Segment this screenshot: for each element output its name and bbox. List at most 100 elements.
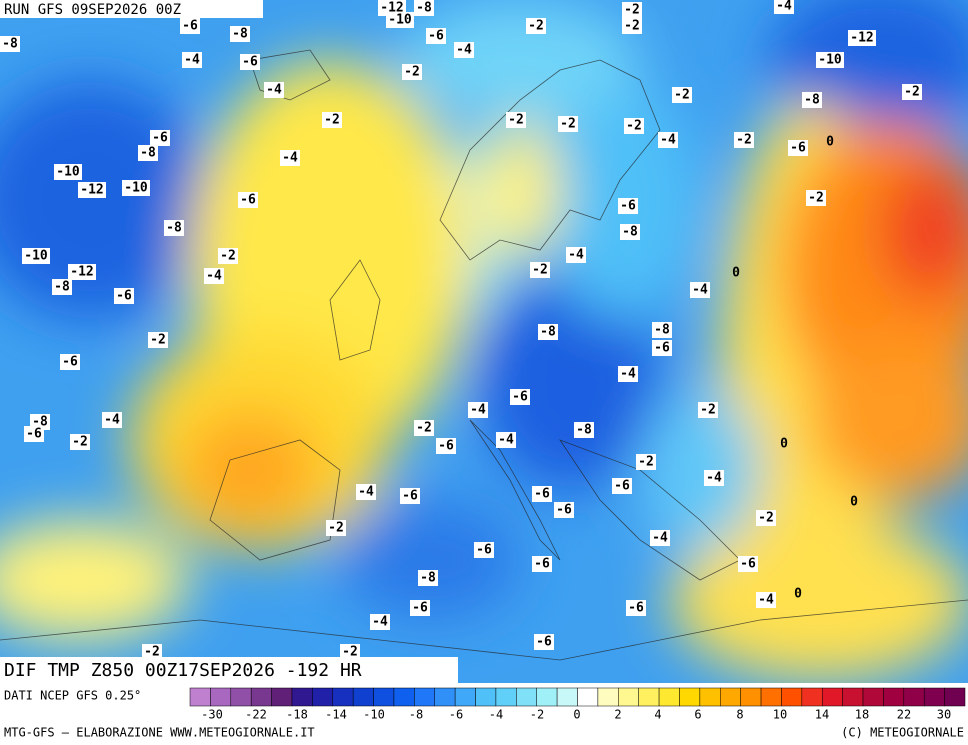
contour-label: -2 [808, 191, 824, 206]
colorbar-tick: 0 [573, 708, 580, 722]
contour-label: -2 [758, 511, 774, 526]
contour-label: -10 [388, 13, 412, 28]
contour-label: -2 [416, 421, 432, 436]
contour-label: -2 [220, 249, 236, 264]
label-bg [534, 634, 554, 650]
colorbar-swatch [556, 687, 578, 707]
contour-label: -6 [242, 55, 258, 70]
label-bg [538, 324, 558, 340]
contour-label: -6 [620, 199, 636, 214]
label-bg [756, 592, 776, 608]
colorbar-swatch [883, 687, 905, 707]
label-bg [340, 644, 360, 660]
contour-label: -4 [470, 403, 486, 418]
label-bg [756, 510, 776, 526]
contour-label: -6 [790, 141, 806, 156]
contour-label: -6 [428, 29, 444, 44]
contour-label: -6 [628, 601, 644, 616]
label-bg [622, 2, 642, 18]
colorbar-tick: -4 [489, 708, 503, 722]
contour-label: -6 [536, 635, 552, 650]
contour-label: -8 [416, 1, 432, 16]
contour-label: -8 [804, 93, 820, 108]
contour-label: -4 [620, 367, 636, 382]
colorbar-tick: 30 [937, 708, 951, 722]
colorbar-swatch [312, 687, 334, 707]
colorbar-swatch [332, 687, 354, 707]
label-bg [558, 116, 578, 132]
contour-label: -2 [342, 645, 358, 660]
colorbar-tick: -6 [449, 708, 463, 722]
colorbar-swatch [903, 687, 925, 707]
contour-label: -6 [240, 193, 256, 208]
label-bg [672, 87, 692, 103]
contour-label: -4 [498, 433, 514, 448]
label-bg [624, 118, 644, 134]
contour-label: -8 [2, 37, 18, 52]
label-bg [114, 288, 134, 304]
label-bg [180, 18, 200, 34]
colorbar-swatch [801, 687, 823, 707]
colorbar-swatch [454, 687, 476, 707]
contour-label: -8 [166, 221, 182, 236]
label-bg [636, 454, 656, 470]
contour-label: -8 [540, 325, 556, 340]
colorbar-tick: -18 [286, 708, 308, 722]
colorbar-swatch [597, 687, 619, 707]
contour-label: -6 [26, 427, 42, 442]
contour-label: -10 [124, 181, 148, 196]
label-bg [22, 248, 50, 264]
colorbar-swatch [189, 687, 211, 707]
label-bg [496, 432, 516, 448]
contour-label: -4 [776, 0, 792, 14]
contour-label: -2 [736, 133, 752, 148]
label-bg [848, 30, 876, 46]
contour-labels: -6-8-8-4 -6-4-2-6-8 -4-10-12 -10-6-8-2-10-1… [0, 0, 922, 660]
label-bg [264, 82, 284, 98]
label-bg [218, 248, 238, 264]
label-bg [164, 220, 184, 236]
label-bg [138, 145, 158, 161]
label-bg [622, 18, 642, 34]
contour-label: -6 [412, 601, 428, 616]
label-bg [618, 366, 638, 382]
label-bg [510, 389, 530, 405]
label-bg [182, 52, 202, 68]
contour-label: -6 [476, 543, 492, 558]
colorbar-tick: 22 [897, 708, 911, 722]
colorbar-swatch [760, 687, 782, 707]
contour-label: -2 [528, 19, 544, 34]
contour-label: -8 [622, 225, 638, 240]
contour-label: -2 [324, 113, 340, 128]
contour-label: -8 [140, 146, 156, 161]
label-bg [474, 542, 494, 558]
contour-label: -8 [576, 423, 592, 438]
label-bg [816, 52, 844, 68]
contour-label: -4 [692, 283, 708, 298]
contour-label: -2 [150, 333, 166, 348]
contour-label: -10 [56, 165, 80, 180]
label-bg [704, 470, 724, 486]
colorbar-swatch [618, 687, 639, 707]
colorbar: -30 -22 -18 -14 -10 -8 -6 -4 -2 0 2 4 6 8 10 14 18 22 30 [189, 687, 966, 722]
map-title: DIF TMP Z850 00Z17SEP2026 -192 HR [4, 660, 362, 681]
label-bg [506, 112, 526, 128]
colorbar-swatch [536, 687, 558, 707]
label-bg [566, 247, 586, 263]
contour-label: -6 [402, 489, 418, 504]
label-bg [532, 556, 552, 572]
label-bg [738, 556, 758, 572]
contour-label: -8 [654, 323, 670, 338]
colorbar-swatch [352, 687, 374, 707]
colorbar-swatch [923, 687, 945, 707]
contour-label: -6 [62, 355, 78, 370]
label-bg [806, 190, 826, 206]
label-bg [78, 182, 106, 198]
colorbar-swatch [434, 687, 456, 707]
contour-label: -6 [116, 289, 132, 304]
contour-label: -6 [556, 503, 572, 518]
contour-label: -4 [372, 615, 388, 630]
label-bg [414, 420, 434, 436]
contour-label: -2 [624, 19, 640, 34]
